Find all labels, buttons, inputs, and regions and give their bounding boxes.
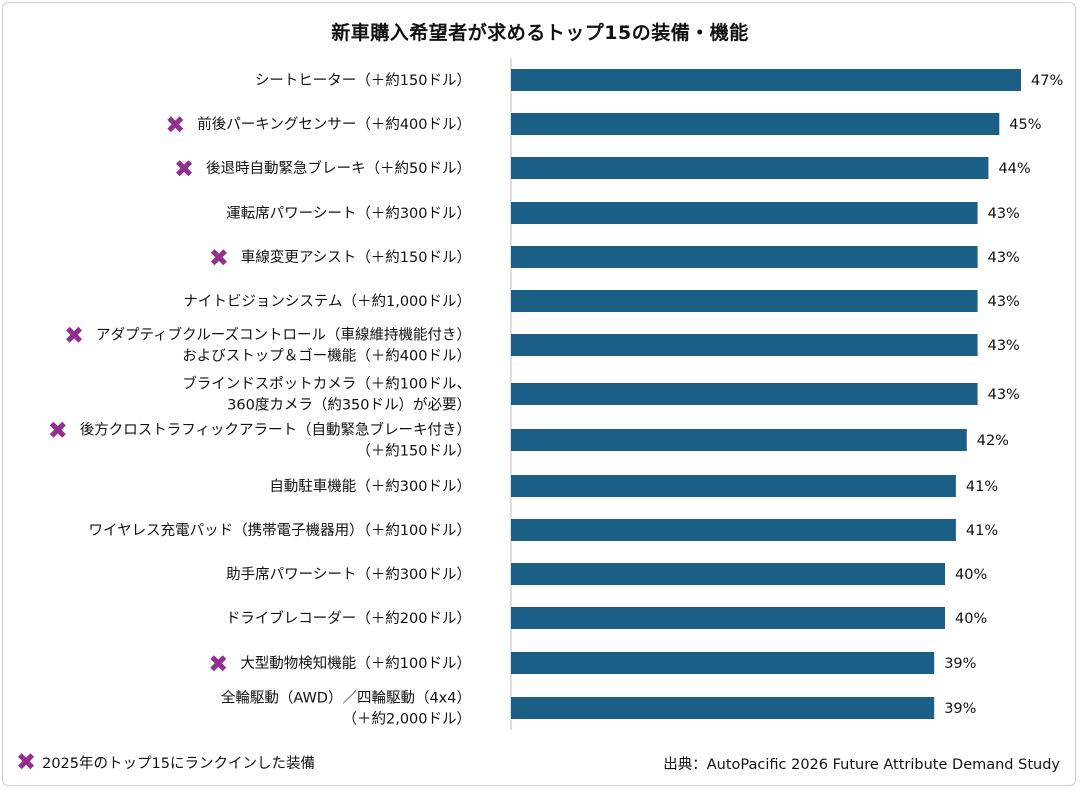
category-label: 後退時自動緊急ブレーキ（＋約50ドル） xyxy=(206,159,471,177)
x-mark-icon: ✖ xyxy=(16,748,37,776)
x-mark-icon: ✖ xyxy=(64,322,84,350)
bar xyxy=(511,475,956,497)
value-label: 42% xyxy=(977,433,1009,449)
bar xyxy=(511,563,946,585)
x-mark-icon: ✖ xyxy=(48,417,68,445)
category-label: シートヒーター（＋約150ドル） xyxy=(255,72,471,89)
value-label: 43% xyxy=(988,250,1020,266)
value-label: 41% xyxy=(966,479,998,495)
x-mark-icon: ✖ xyxy=(165,111,185,139)
bars-layer: 47% シートヒーター（＋約150ドル） 45% 前後パーキングセンサー（＋約400ド… xyxy=(48,69,1063,728)
category-label: 自動駐車機能（＋約300ドル） xyxy=(269,478,471,495)
x-mark-icon: ✖ xyxy=(208,650,228,678)
value-label: 47% xyxy=(1031,73,1063,89)
bar xyxy=(511,652,935,674)
category-label: ナイトビジョンシステム（＋約1,000ドル） xyxy=(183,293,471,310)
bar xyxy=(511,290,978,312)
value-label: 43% xyxy=(988,387,1020,403)
bar xyxy=(511,113,1000,135)
bar xyxy=(511,519,956,541)
bar xyxy=(511,383,978,405)
category-label: （＋約2,000ドル） xyxy=(342,711,471,728)
footer-legend: ✖ 2025年のトップ15にランクインした装備 xyxy=(16,750,315,774)
bar xyxy=(511,607,946,629)
x-mark-icon: ✖ xyxy=(209,244,229,272)
category-label: およびストップ＆ゴー機能（＋約400ドル） xyxy=(182,347,471,365)
value-label: 39% xyxy=(944,701,976,717)
category-label: 大型動物検知機能（＋約100ドル） xyxy=(240,655,471,672)
value-label: 44% xyxy=(998,161,1030,177)
bar xyxy=(511,246,978,268)
value-label: 40% xyxy=(955,567,987,583)
category-label: 後方クロストラフィックアラート（自動緊急ブレーキ付き） xyxy=(80,421,471,439)
category-label: 360度カメラ（約350ドル）が必要） xyxy=(227,397,471,414)
category-label: 全輪駆動（AWD）／四輪駆動（4x4） xyxy=(221,689,471,707)
value-label: 45% xyxy=(1009,117,1041,133)
category-label: （＋約150ドル） xyxy=(356,443,471,460)
source-note: 出典：AutoPacific 2026 Future Attribute Dem… xyxy=(663,757,1060,773)
value-label: 40% xyxy=(955,611,987,627)
bar xyxy=(511,697,935,719)
value-label: 43% xyxy=(988,338,1020,354)
value-label: 43% xyxy=(988,206,1020,222)
value-label: 43% xyxy=(988,294,1020,310)
bar xyxy=(511,429,967,451)
category-label: ドライブレコーダー（＋約200ドル） xyxy=(226,609,471,627)
bar xyxy=(511,69,1021,91)
category-label: ブラインドスポットカメラ（＋約100ドル、 xyxy=(182,375,471,393)
category-label: 運転席パワーシート（＋約300ドル） xyxy=(226,205,471,222)
x-mark-icon: ✖ xyxy=(174,155,194,183)
category-label: 助手席パワーシート（＋約300ドル） xyxy=(226,566,471,583)
bar xyxy=(511,334,978,356)
legend-label: 2025年のトップ15にランクインした装備 xyxy=(42,755,315,772)
category-label: ワイヤレス充電パッド（携帯電子機器用）（＋約100ドル） xyxy=(89,522,472,539)
category-label: アダプティブクルーズコントロール（車線維持機能付き） xyxy=(96,326,471,344)
chart-title: 新車購入希望者が求めるトップ15の装備・機能 xyxy=(331,22,749,44)
category-label: 前後パーキングセンサー（＋約400ドル） xyxy=(197,116,471,133)
category-label: 車線変更アシスト（＋約150ドル） xyxy=(241,249,471,266)
value-label: 39% xyxy=(944,656,976,672)
bar xyxy=(511,157,989,179)
value-label: 41% xyxy=(966,523,998,539)
bar xyxy=(511,202,978,224)
